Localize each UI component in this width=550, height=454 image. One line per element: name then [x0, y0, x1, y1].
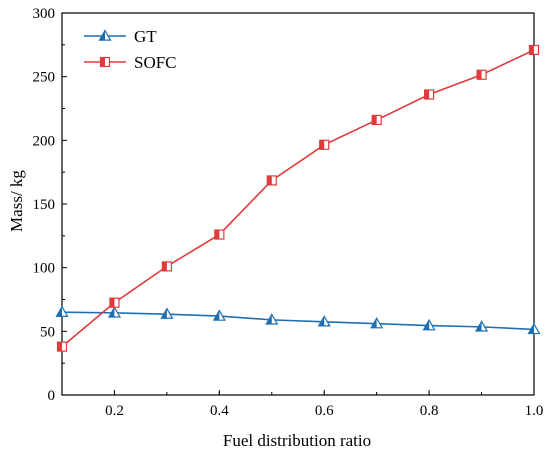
y-tick-label: 150	[33, 197, 56, 213]
data-point-sofc	[161, 261, 172, 272]
series-layer	[55, 44, 541, 352]
data-point-sofc-half	[477, 70, 482, 80]
legend: GT SOFC	[84, 27, 177, 72]
data-point-sofc-half	[214, 230, 220, 240]
data-point-gt	[55, 305, 69, 317]
tick-labels: 0.2 0.4 0.6 0.8 1.0 0 50 100 150 200 250 300	[33, 6, 544, 419]
data-point-gt	[107, 306, 121, 318]
data-point-sofc-half	[57, 342, 62, 352]
x-tick-label: 0.2	[105, 403, 124, 419]
y-tick-label: 50	[40, 324, 55, 340]
data-point-sofc-half	[267, 175, 272, 185]
data-point-gt-half	[56, 306, 62, 317]
data-point-sofc-half	[319, 140, 325, 150]
data-point-sofc	[371, 114, 382, 126]
legend-label-gt: GT	[134, 27, 157, 46]
data-point-gt	[475, 320, 489, 332]
data-point-sofc	[56, 341, 68, 352]
data-point-sofc	[424, 89, 435, 100]
data-point-gt	[527, 322, 541, 335]
data-point-sofc	[109, 297, 120, 308]
plot-frame	[61, 12, 535, 396]
x-tick-label: 0.4	[210, 403, 229, 419]
legend-marker-sofc-half	[100, 57, 105, 67]
data-point-sofc	[214, 229, 225, 240]
data-point-sofc-half	[424, 89, 430, 99]
data-point-sofc	[528, 44, 540, 56]
data-point-gt	[212, 309, 226, 321]
x-axis-title: Fuel distribution ratio	[223, 431, 371, 450]
legend-marker-sofc	[99, 56, 111, 68]
data-point-gt	[370, 316, 384, 329]
data-point-gt-half	[528, 323, 534, 334]
data-point-gt-half	[318, 316, 325, 326]
data-point-gt-half	[161, 308, 167, 319]
data-point-sofc-half	[372, 115, 377, 125]
data-point-gt-half	[108, 307, 115, 317]
y-tick-label: 250	[33, 70, 56, 86]
data-point-sofc	[266, 175, 277, 186]
data-point-sofc	[319, 139, 330, 150]
legend-marker-gt-half	[99, 30, 105, 41]
series-line-gt	[61, 311, 535, 331]
x-tick-label: 0.6	[315, 403, 334, 419]
axis-ticks	[61, 12, 535, 396]
legend-label-sofc: SOFC	[134, 53, 177, 72]
data-point-sofc-half	[109, 298, 115, 308]
data-point-gt-half	[371, 318, 377, 328]
series-line-sofc	[61, 49, 535, 348]
data-point-gt	[265, 313, 279, 325]
data-point-gt-half	[266, 314, 272, 324]
y-tick-label: 200	[33, 133, 56, 149]
data-point-gt-half	[213, 310, 220, 321]
data-point-gt	[317, 315, 331, 327]
y-tick-label: 0	[48, 388, 56, 404]
data-point-sofc-half	[162, 261, 167, 271]
x-tick-label: 0.8	[420, 403, 439, 419]
data-point-sofc-half	[529, 45, 534, 55]
plot-border	[61, 12, 535, 396]
legend-marker-gt	[98, 29, 112, 41]
y-axis-title: Mass/ kg	[7, 170, 26, 232]
data-point-gt	[160, 307, 174, 319]
y-tick-label: 100	[33, 261, 56, 277]
data-point-gt-half	[476, 321, 482, 332]
x-tick-label: 1.0	[525, 403, 544, 419]
data-point-gt-half	[423, 320, 430, 330]
data-point-gt	[422, 318, 436, 331]
data-point-sofc	[476, 69, 487, 80]
y-tick-label: 300	[33, 6, 56, 22]
